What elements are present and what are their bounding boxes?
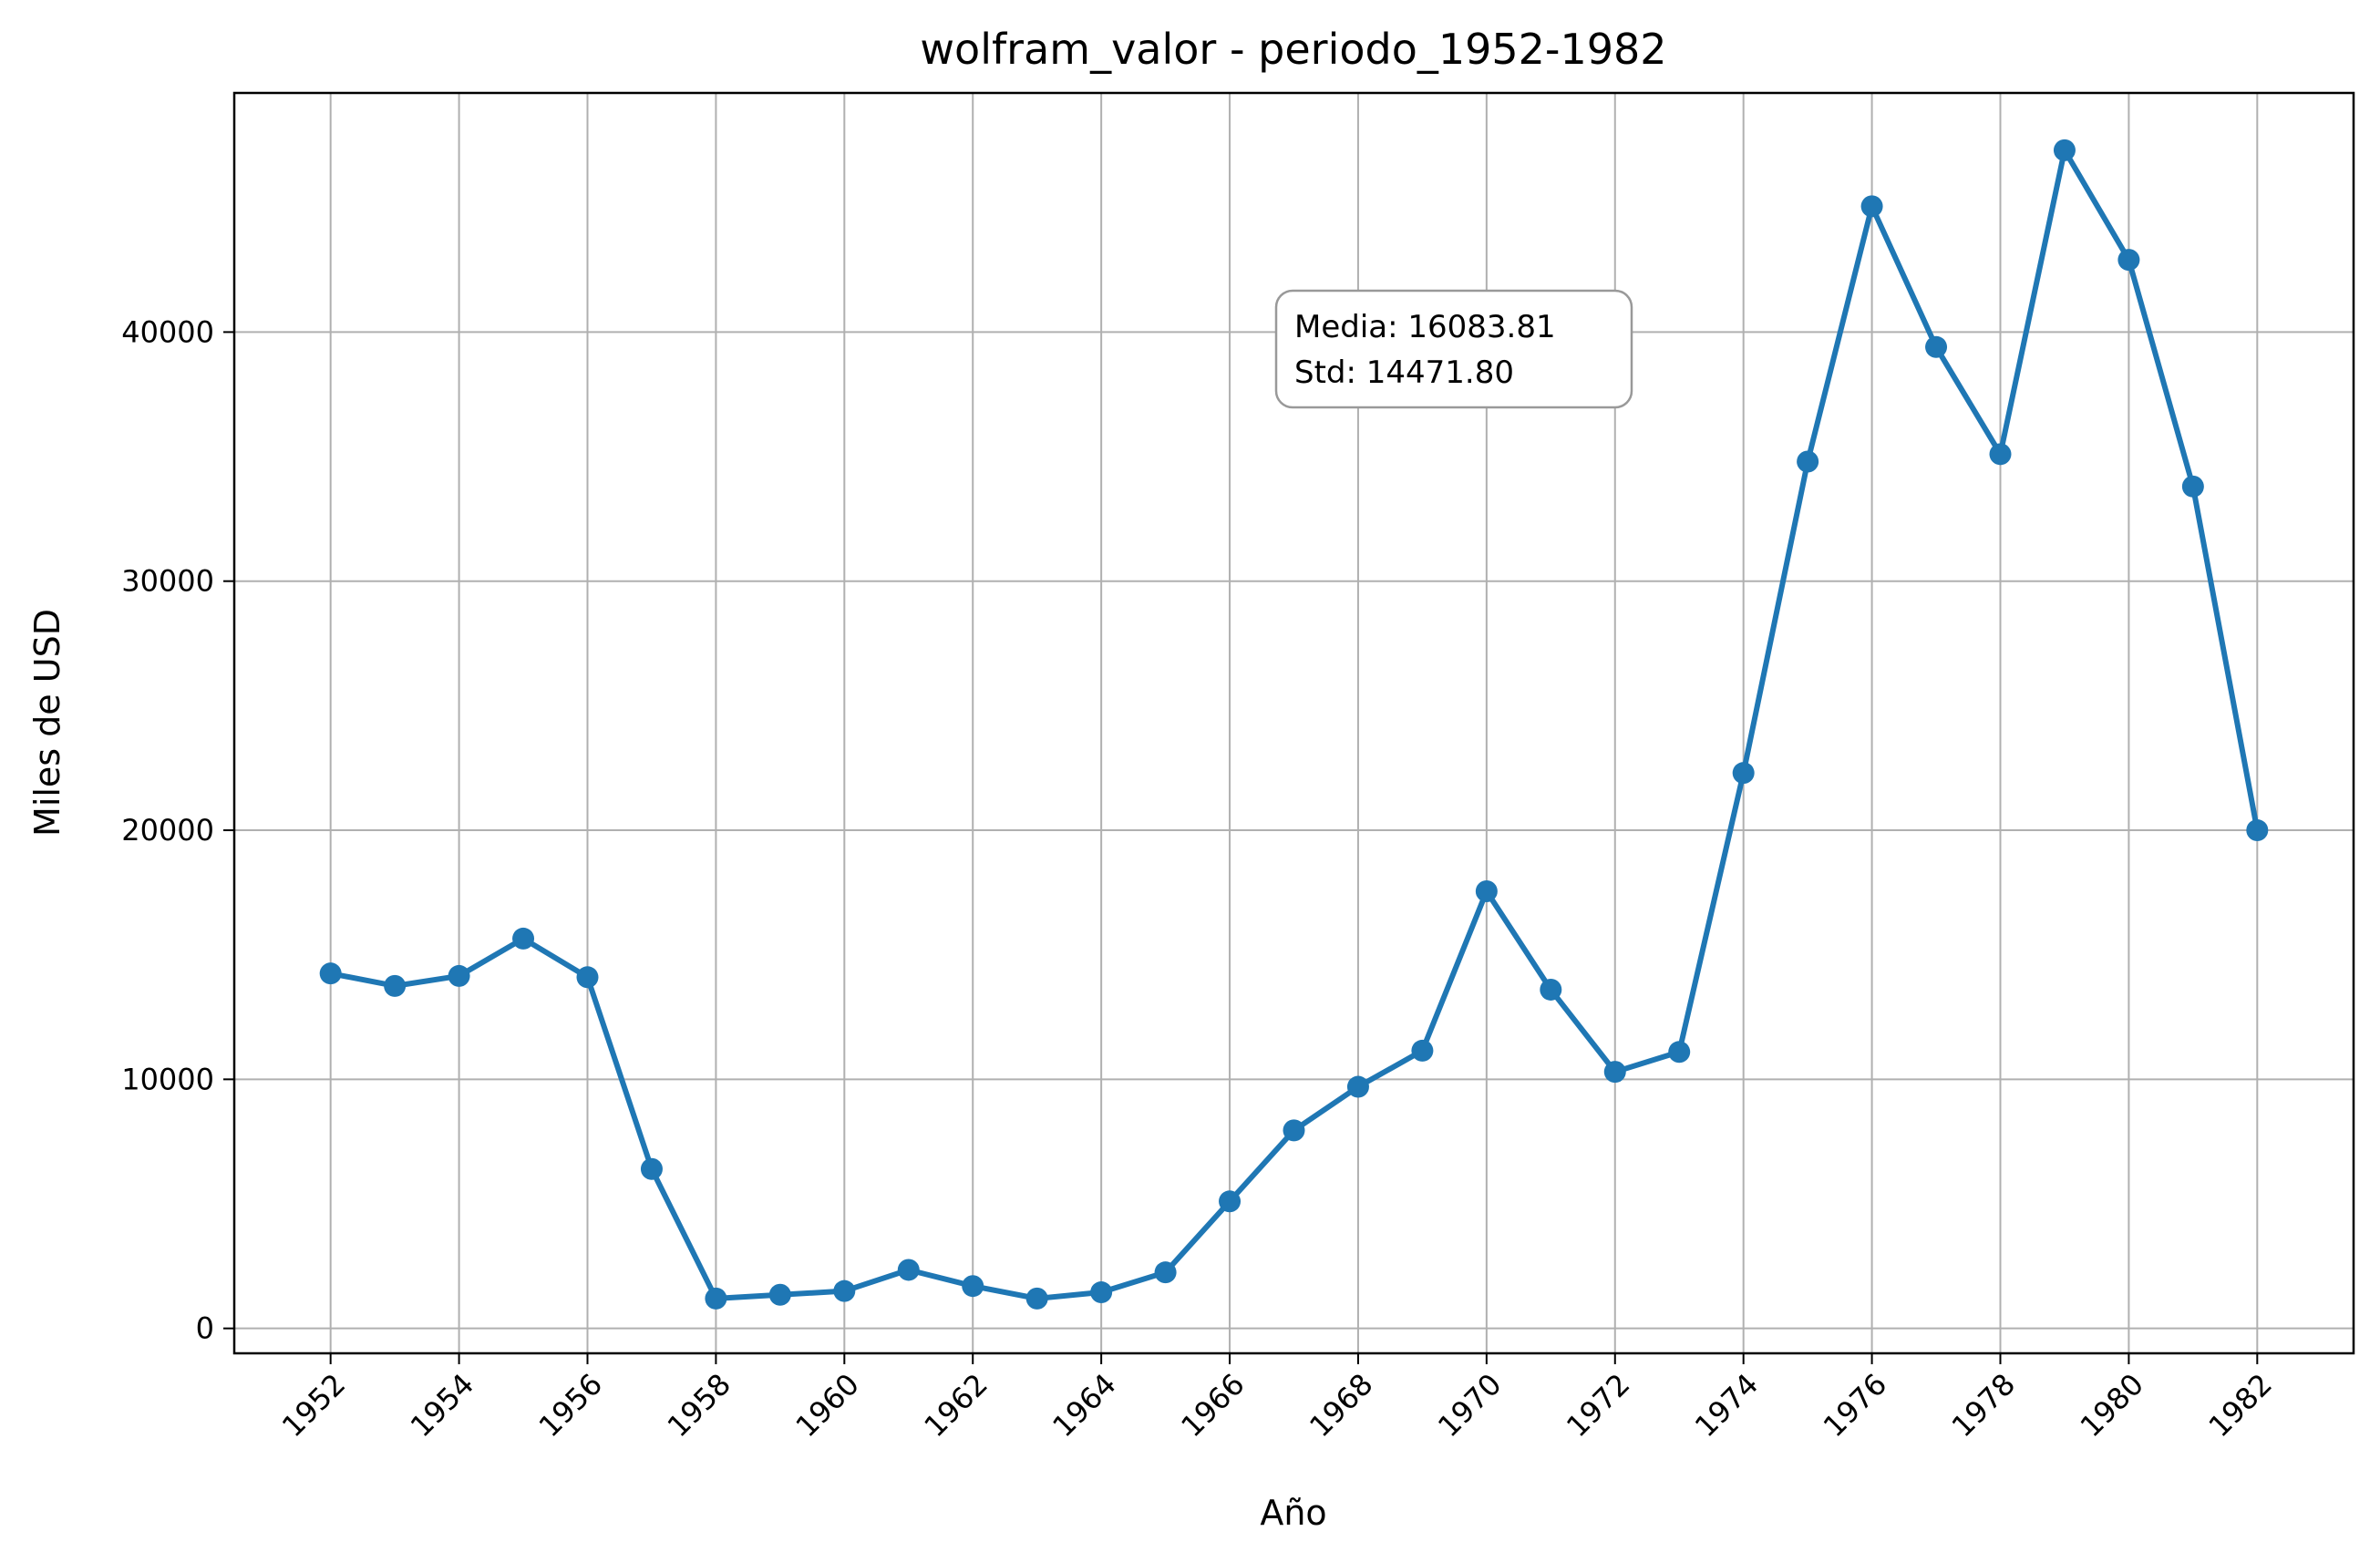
stats-mean: Media: 16083.81: [1294, 309, 1556, 345]
y-axis-title: Miles de USD: [27, 609, 67, 837]
y-tick-label: 40000: [121, 314, 214, 349]
data-point: [1475, 879, 1498, 902]
stats-box: [1274, 289, 1633, 409]
y-tick-label: 30000: [121, 564, 214, 599]
data-point: [2181, 475, 2204, 498]
data-point: [2117, 249, 2140, 272]
data-point: [1860, 195, 1883, 218]
data-point: [319, 962, 342, 985]
data-point: [1090, 1281, 1113, 1304]
chart-title: wolfram_valor - periodo_1952-1982: [920, 25, 1666, 74]
data-point: [2053, 139, 2076, 161]
data-point: [1154, 1261, 1177, 1284]
data-point: [897, 1259, 920, 1281]
data-point: [833, 1279, 856, 1302]
data-point: [1603, 1061, 1626, 1084]
series-markers: [319, 139, 2269, 1310]
data-point: [705, 1287, 727, 1310]
data-point: [2246, 819, 2269, 842]
data-point: [1283, 1119, 1305, 1142]
y-tick-label: 0: [196, 1311, 214, 1346]
data-point: [448, 964, 470, 987]
y-axis: 0 10000 20000 30000 40000: [121, 314, 234, 1346]
data-point: [1540, 978, 1562, 1001]
x-axis-title: Año: [1260, 1493, 1326, 1533]
data-point: [1411, 1039, 1434, 1062]
data-point: [640, 1157, 663, 1180]
data-point: [1797, 450, 1819, 473]
data-point: [1732, 762, 1755, 785]
data-point: [1925, 335, 1948, 358]
data-point: [512, 927, 535, 950]
data-point: [962, 1275, 984, 1298]
data-point: [576, 966, 599, 989]
data-point: [1989, 443, 2012, 466]
data-point: [768, 1283, 791, 1306]
data-point: [384, 974, 407, 997]
data-point: [1668, 1041, 1691, 1064]
stats-annotation: Media: 16083.81 Std: 14471.80: [1274, 289, 1633, 409]
y-tick-label: 10000: [121, 1062, 214, 1096]
y-tick-label: 20000: [121, 813, 214, 848]
plot-frame: [232, 91, 2355, 1355]
stats-std: Std: 14471.80: [1294, 355, 1514, 391]
data-point: [1025, 1287, 1048, 1310]
data-point: [1219, 1190, 1242, 1213]
data-point: [1346, 1075, 1369, 1098]
